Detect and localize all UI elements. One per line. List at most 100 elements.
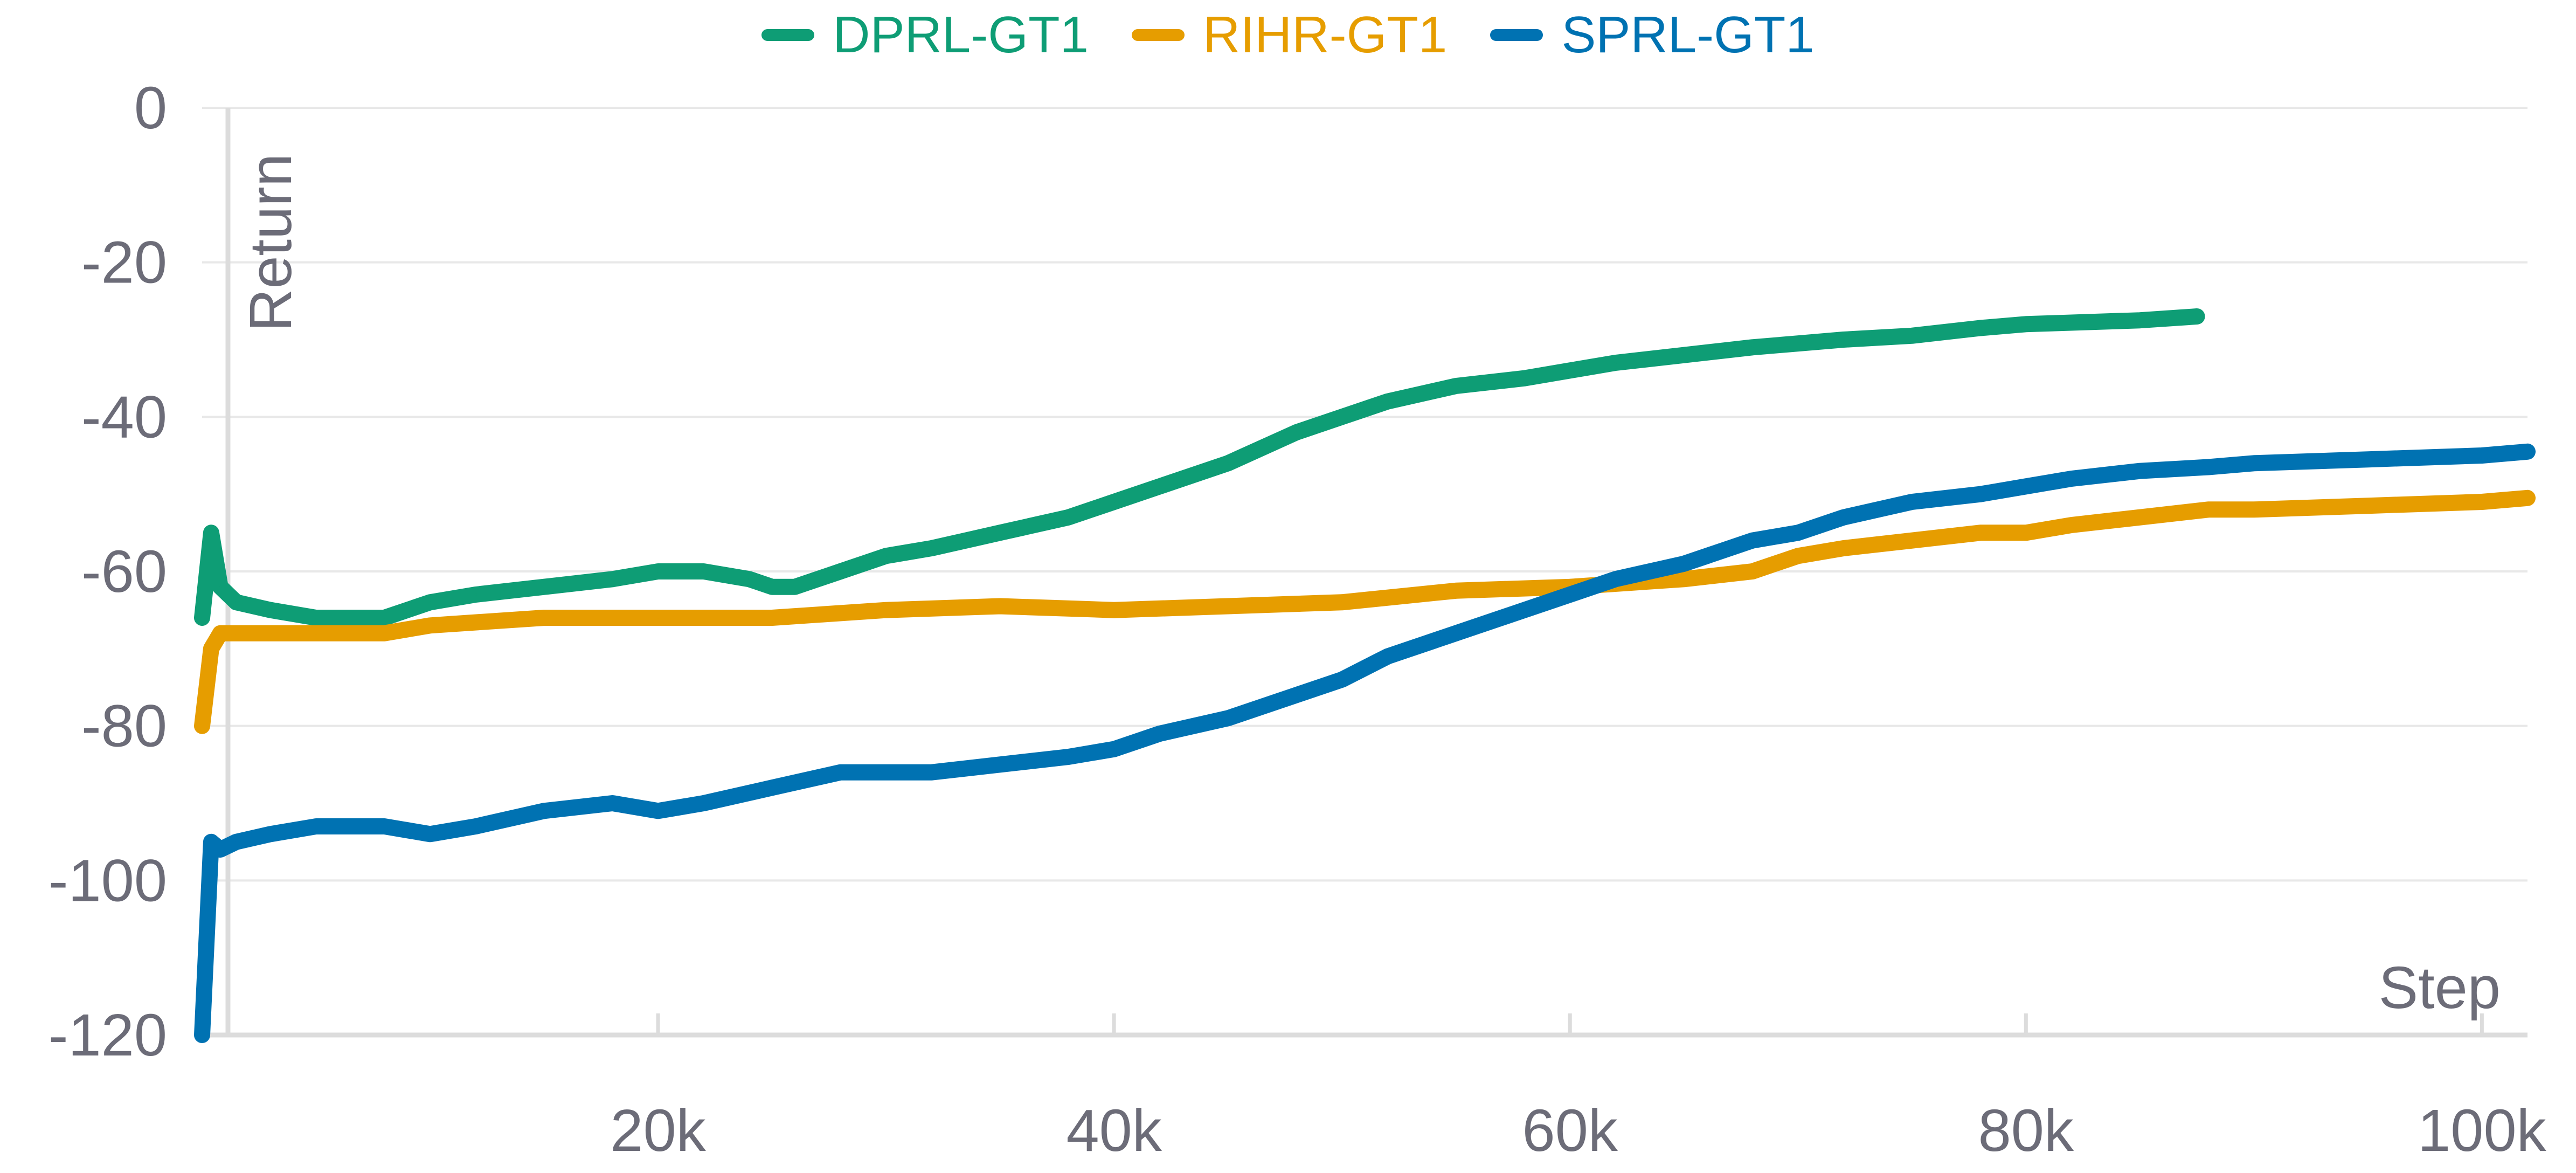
data-point-rihr xyxy=(1227,605,1229,608)
x-tick-label: 20k xyxy=(610,1098,706,1164)
data-point-dprl xyxy=(201,617,203,619)
data-point-rihr xyxy=(429,624,432,627)
data-point-sprl xyxy=(1341,678,1344,681)
data-point-sprl xyxy=(1113,748,1116,750)
data-point-sprl xyxy=(2207,466,2210,468)
x-tick-label: 40k xyxy=(1066,1098,1162,1164)
data-point-sprl xyxy=(1682,562,1685,565)
data-point-dprl xyxy=(1227,462,1229,465)
data-point-rihr xyxy=(2207,508,2210,511)
y-tick-label: -20 xyxy=(81,230,167,296)
data-point-sprl xyxy=(1751,539,1754,542)
data-point-rihr xyxy=(657,617,660,619)
data-point-dprl xyxy=(885,555,888,557)
data-point-sprl xyxy=(930,771,933,774)
data-point-dprl xyxy=(2138,319,2141,322)
legend: DPRL-GT1 RIHR-GT1 SPRL-GT1 xyxy=(0,0,2576,70)
data-point-sprl xyxy=(2138,470,2141,472)
data-point-sprl xyxy=(429,833,432,836)
data-point-dprl xyxy=(429,601,432,604)
data-point-sprl xyxy=(201,1034,203,1036)
legend-item-sprl[interactable]: SPRL-GT1 xyxy=(1490,0,1815,70)
data-point-dprl xyxy=(1341,416,1344,418)
legend-swatch-sprl xyxy=(1490,29,1543,41)
data-point-dprl xyxy=(1158,485,1161,488)
y-tick-label: -60 xyxy=(81,539,167,605)
data-point-rihr xyxy=(383,632,386,634)
series-line-dprl xyxy=(194,308,2205,626)
series-layer xyxy=(194,308,2536,1043)
x-tick-label: 80k xyxy=(1978,1098,2074,1164)
data-point-dprl xyxy=(474,594,477,596)
data-point-sprl xyxy=(999,763,1001,766)
data-point-sprl xyxy=(2366,458,2369,461)
data-point-rihr xyxy=(2070,524,2073,526)
data-point-dprl xyxy=(1523,377,1526,380)
data-point-dprl xyxy=(702,570,705,572)
legend-label-rihr: RIHR-GT1 xyxy=(1202,6,1448,64)
data-point-sprl xyxy=(2070,478,2073,480)
data-point-sprl xyxy=(1158,733,1161,735)
data-point-rihr xyxy=(269,632,272,634)
data-point-sprl xyxy=(2025,485,2027,488)
data-point-sprl xyxy=(383,825,386,827)
data-point-rihr xyxy=(1113,609,1116,611)
data-point-rihr xyxy=(543,617,545,619)
data-point-dprl xyxy=(210,532,212,534)
x-tick-label: 100k xyxy=(2418,1098,2547,1164)
data-point-sprl xyxy=(210,840,212,843)
x-axis: 20k 40k 60k 80k 100k xyxy=(610,1013,2547,1164)
x-axis-title: Step xyxy=(2379,955,2501,1021)
data-point-dprl xyxy=(839,570,842,572)
data-point-sprl xyxy=(611,802,614,804)
data-point-rihr xyxy=(201,724,203,727)
data-point-rihr xyxy=(1455,589,1457,592)
data-point-dprl xyxy=(1682,354,1685,356)
data-point-sprl xyxy=(2481,454,2483,457)
y-tick-label: -80 xyxy=(81,693,167,760)
data-point-sprl xyxy=(315,825,317,827)
data-point-sprl xyxy=(657,810,660,812)
data-point-sprl xyxy=(885,771,888,774)
legend-item-rihr[interactable]: RIHR-GT1 xyxy=(1131,0,1448,70)
data-point-dprl xyxy=(235,601,238,604)
legend-swatch-dprl xyxy=(761,29,815,41)
data-point-sprl xyxy=(1614,578,1617,581)
legend-item-dprl[interactable]: DPRL-GT1 xyxy=(761,0,1089,70)
data-point-rihr xyxy=(885,609,888,611)
data-point-sprl xyxy=(1910,501,1913,503)
data-point-rihr xyxy=(219,632,221,634)
data-point-dprl xyxy=(611,578,614,581)
data-point-sprl xyxy=(702,802,705,804)
data-point-sprl xyxy=(1386,655,1389,658)
data-point-rihr xyxy=(2253,508,2255,511)
data-point-sprl xyxy=(1295,694,1298,696)
data-point-sprl xyxy=(1227,717,1229,720)
data-point-dprl xyxy=(383,617,386,619)
data-point-rihr xyxy=(210,647,212,650)
data-point-rihr xyxy=(1751,570,1754,572)
data-point-dprl xyxy=(930,547,933,549)
grid xyxy=(202,107,2527,1038)
data-point-rihr xyxy=(1842,547,1845,549)
data-point-rihr xyxy=(1910,539,1913,542)
data-point-sprl xyxy=(1523,609,1526,611)
data-point-dprl xyxy=(2070,321,2073,324)
data-point-dprl xyxy=(315,617,317,619)
data-point-dprl xyxy=(1113,501,1116,503)
legend-swatch-rihr xyxy=(1131,29,1185,41)
y-axis: 0 -20 -40 -60 -80 -100 -120 xyxy=(49,75,167,1068)
data-point-dprl xyxy=(1751,346,1754,349)
data-point-sprl xyxy=(839,771,842,774)
data-point-rihr xyxy=(999,605,1001,608)
legend-label-dprl: DPRL-GT1 xyxy=(833,6,1089,64)
data-point-sprl xyxy=(2253,462,2255,465)
data-point-dprl xyxy=(1386,400,1389,403)
data-point-dprl xyxy=(999,532,1001,534)
data-point-dprl xyxy=(1295,431,1298,433)
y-tick-label: -100 xyxy=(49,847,167,914)
data-point-dprl xyxy=(1067,516,1070,519)
legend-label-sprl: SPRL-GT1 xyxy=(1561,6,1815,64)
data-point-rihr xyxy=(2481,501,2483,503)
data-point-dprl xyxy=(1614,362,1617,364)
